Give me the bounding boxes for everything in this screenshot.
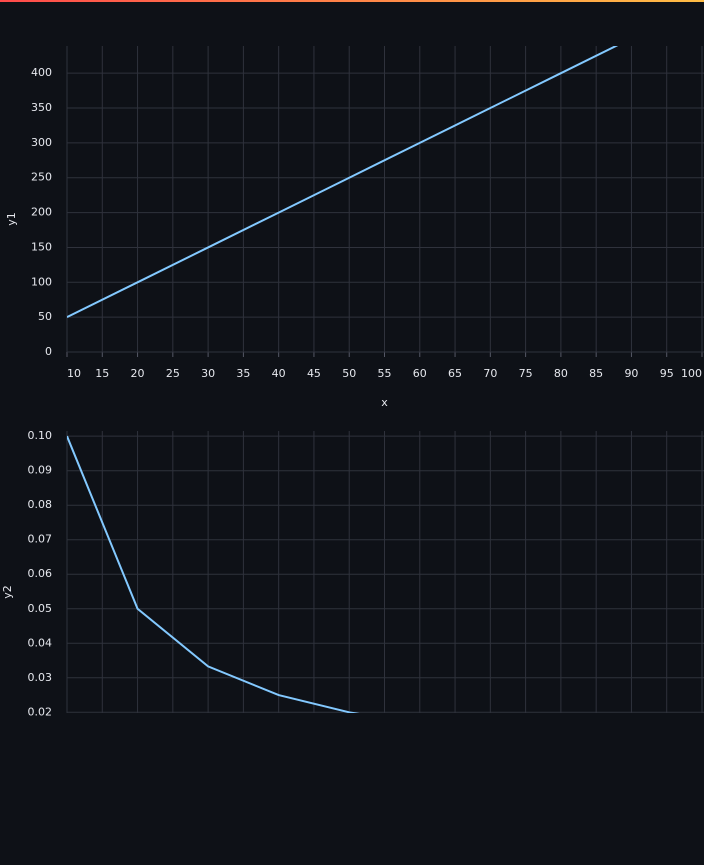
x-tick-label: 75 [519, 367, 533, 380]
x-tick-label: 40 [272, 367, 286, 380]
x-tick-label: 55 [378, 367, 392, 380]
y-tick-label: 250 [31, 171, 52, 184]
y-tick-label: 300 [31, 136, 52, 149]
x-tick-label: 50 [342, 367, 356, 380]
y-tick-label: 0.02 [28, 705, 53, 718]
x-tick-label: 65 [448, 367, 462, 380]
y-tick-label: 0.06 [28, 567, 53, 580]
y-axis-title: y1 [5, 212, 18, 226]
x-tick-label: 30 [201, 367, 215, 380]
x-tick-label: 25 [166, 367, 180, 380]
data-line [67, 435, 360, 713]
x-tick-label: 95 [660, 367, 674, 380]
header-decoration [0, 0, 704, 2]
y-tick-label: 0.09 [28, 464, 53, 477]
y-tick-label: 0.10 [28, 429, 53, 442]
y-tick-label: 350 [31, 101, 52, 114]
y-axis-title: y2 [1, 585, 14, 599]
y-tick-label: 0.04 [28, 636, 53, 649]
x-tick-label: 20 [131, 367, 145, 380]
x-axis-title: x [381, 396, 388, 409]
y-tick-label: 0 [45, 345, 52, 358]
y-tick-label: 150 [31, 240, 52, 253]
y-tick-label: 0.05 [28, 602, 53, 615]
x-tick-label: 85 [589, 367, 603, 380]
x-tick-label: 15 [95, 367, 109, 380]
x-tick-label: 35 [236, 367, 250, 380]
x-tick-label: 100 [681, 367, 702, 380]
y-tick-label: 400 [31, 66, 52, 79]
y-tick-label: 200 [31, 206, 52, 219]
x-tick-label: 90 [624, 367, 638, 380]
y-tick-label: 50 [38, 310, 52, 323]
x-tick-label: 45 [307, 367, 321, 380]
y-tick-label: 0.08 [28, 498, 53, 511]
x-tick-label: 60 [413, 367, 427, 380]
x-tick-label: 70 [483, 367, 497, 380]
x-tick-label: 80 [554, 367, 568, 380]
data-line [67, 46, 619, 319]
y-tick-label: 0.07 [28, 533, 53, 546]
y-tick-label: 0.03 [28, 671, 53, 684]
y-tick-label: 100 [31, 275, 52, 288]
x-tick-label: 10 [67, 367, 81, 380]
